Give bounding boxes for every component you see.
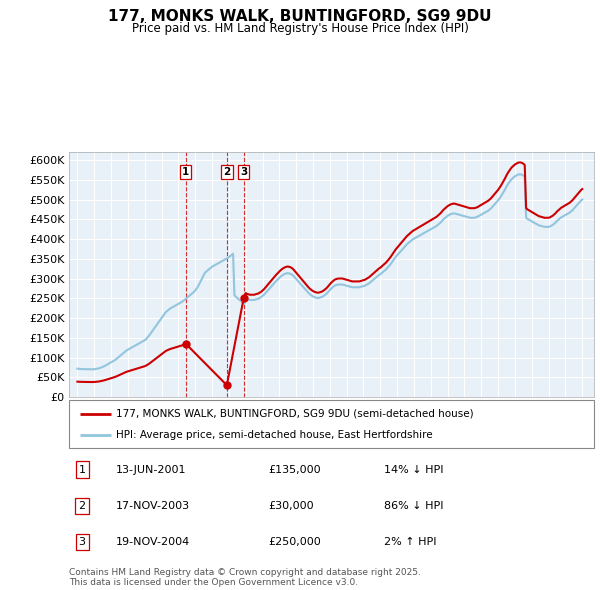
Text: 86% ↓ HPI: 86% ↓ HPI	[384, 501, 443, 511]
Text: £250,000: £250,000	[269, 537, 321, 548]
Text: £30,000: £30,000	[269, 501, 314, 511]
Text: 1: 1	[79, 464, 86, 474]
Text: Contains HM Land Registry data © Crown copyright and database right 2025.
This d: Contains HM Land Registry data © Crown c…	[69, 568, 421, 587]
Text: 1: 1	[182, 167, 190, 177]
Text: 19-NOV-2004: 19-NOV-2004	[116, 537, 191, 548]
Text: 177, MONKS WALK, BUNTINGFORD, SG9 9DU: 177, MONKS WALK, BUNTINGFORD, SG9 9DU	[108, 9, 492, 24]
Text: 2% ↑ HPI: 2% ↑ HPI	[384, 537, 437, 548]
Text: 3: 3	[240, 167, 247, 177]
Text: 2: 2	[223, 167, 230, 177]
Text: £135,000: £135,000	[269, 464, 321, 474]
Text: Price paid vs. HM Land Registry's House Price Index (HPI): Price paid vs. HM Land Registry's House …	[131, 22, 469, 35]
Text: 3: 3	[79, 537, 86, 548]
Text: 14% ↓ HPI: 14% ↓ HPI	[384, 464, 443, 474]
FancyBboxPatch shape	[69, 400, 594, 448]
Text: 17-NOV-2003: 17-NOV-2003	[116, 501, 190, 511]
Text: HPI: Average price, semi-detached house, East Hertfordshire: HPI: Average price, semi-detached house,…	[116, 430, 433, 440]
Text: 13-JUN-2001: 13-JUN-2001	[116, 464, 187, 474]
Text: 177, MONKS WALK, BUNTINGFORD, SG9 9DU (semi-detached house): 177, MONKS WALK, BUNTINGFORD, SG9 9DU (s…	[116, 408, 474, 418]
Text: 2: 2	[79, 501, 86, 511]
